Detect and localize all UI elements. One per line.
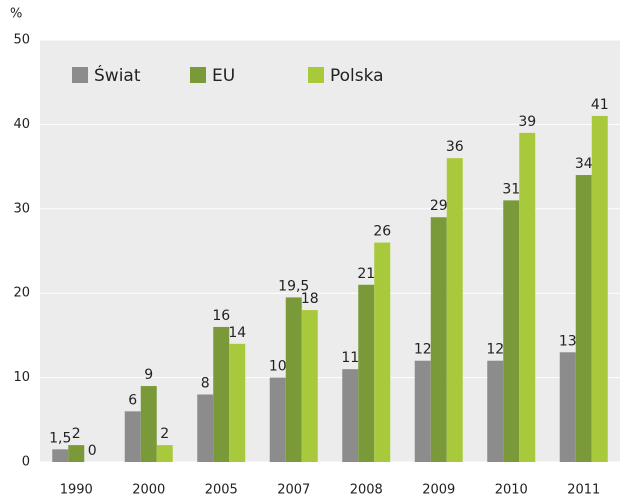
value-label: 12 bbox=[486, 342, 504, 358]
legend-swatch bbox=[308, 67, 324, 83]
value-label: 21 bbox=[357, 266, 375, 282]
legend-swatch bbox=[72, 67, 88, 83]
bar bbox=[591, 115, 608, 463]
bar bbox=[229, 343, 246, 462]
legend-label: Świat bbox=[94, 64, 141, 86]
y-tick-label: 20 bbox=[13, 286, 30, 301]
bar bbox=[197, 394, 214, 462]
value-label: 14 bbox=[228, 325, 246, 341]
bar bbox=[487, 360, 504, 462]
value-label: 36 bbox=[446, 139, 464, 155]
value-label: 18 bbox=[301, 291, 319, 307]
bar bbox=[374, 242, 391, 462]
value-label: 19,5 bbox=[278, 278, 309, 294]
value-label: 10 bbox=[269, 359, 287, 375]
value-label: 29 bbox=[430, 198, 448, 214]
value-label: 8 bbox=[201, 375, 210, 391]
value-label: 0 bbox=[88, 443, 97, 459]
value-label: 34 bbox=[575, 156, 593, 172]
value-label: 2 bbox=[160, 426, 169, 442]
bar bbox=[559, 352, 576, 462]
y-axis-label: % bbox=[10, 7, 22, 22]
bar bbox=[156, 445, 173, 462]
bar bbox=[140, 386, 157, 462]
bar bbox=[52, 449, 69, 462]
value-label: 26 bbox=[373, 224, 391, 240]
legend-label: Polska bbox=[330, 66, 384, 86]
value-label: 1,5 bbox=[49, 430, 71, 446]
bar bbox=[358, 284, 375, 462]
x-tick-label: 2011 bbox=[567, 483, 600, 498]
bar bbox=[342, 369, 359, 462]
value-label: 39 bbox=[518, 114, 536, 130]
bar bbox=[124, 411, 141, 462]
bar bbox=[430, 217, 447, 462]
y-tick-label: 50 bbox=[13, 33, 30, 48]
bar bbox=[414, 360, 431, 462]
value-label: 31 bbox=[502, 181, 520, 197]
bar bbox=[519, 132, 536, 462]
value-label: 12 bbox=[414, 342, 432, 358]
x-tick-label: 2007 bbox=[277, 483, 310, 498]
bar bbox=[446, 158, 463, 462]
y-tick-label: 10 bbox=[13, 370, 30, 385]
x-tick-label: 2009 bbox=[422, 483, 455, 498]
bar bbox=[285, 297, 302, 462]
bar bbox=[68, 445, 85, 462]
value-label: 16 bbox=[212, 308, 230, 324]
bar bbox=[213, 326, 230, 462]
value-label: 13 bbox=[559, 333, 577, 349]
y-tick-label: 30 bbox=[13, 201, 30, 216]
value-label: 6 bbox=[128, 392, 137, 408]
value-label: 9 bbox=[144, 367, 153, 383]
value-label: 2 bbox=[72, 426, 81, 442]
x-tick-label: 2008 bbox=[350, 483, 383, 498]
x-tick-label: 2005 bbox=[205, 483, 238, 498]
y-tick-label: 40 bbox=[13, 117, 30, 132]
y-tick-label: 0 bbox=[22, 455, 30, 470]
legend-swatch bbox=[190, 67, 206, 83]
legend-label: EU bbox=[212, 66, 235, 86]
value-label: 11 bbox=[341, 350, 359, 366]
bar bbox=[575, 175, 592, 463]
value-label: 41 bbox=[591, 97, 609, 113]
x-tick-label: 1990 bbox=[60, 483, 93, 498]
bar bbox=[269, 377, 286, 462]
x-tick-label: 2010 bbox=[495, 483, 528, 498]
bar bbox=[503, 200, 520, 463]
x-tick-label: 2000 bbox=[132, 483, 165, 498]
bar bbox=[301, 310, 318, 462]
